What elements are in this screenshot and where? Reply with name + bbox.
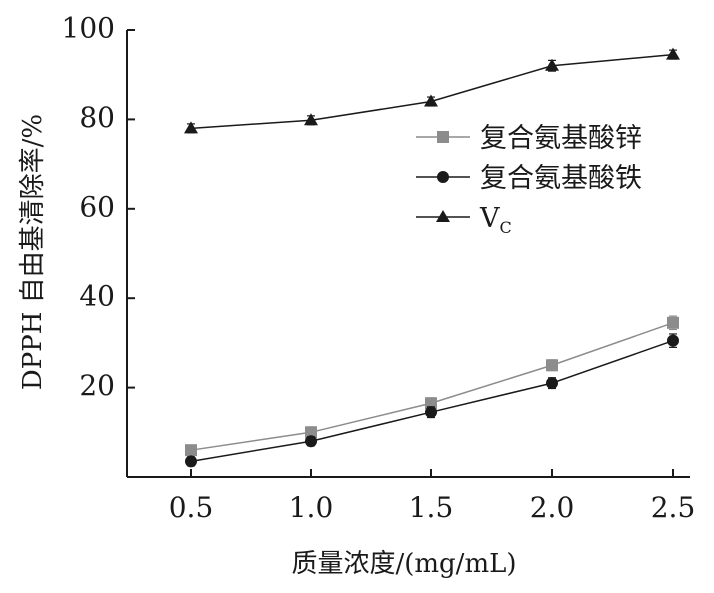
y-tick-label: 100 — [62, 12, 115, 45]
x-tick-label: 1.0 — [289, 491, 334, 524]
axes — [126, 30, 690, 478]
series-0 — [185, 315, 679, 457]
data-point-square — [305, 426, 317, 439]
x-tick-label: 2.5 — [651, 491, 696, 524]
series-layer — [184, 47, 680, 468]
data-point-square — [185, 444, 197, 457]
legend-marker-triangle — [436, 210, 450, 222]
x-tick-label: 0.5 — [169, 491, 214, 524]
series-line — [190, 53, 674, 130]
legend-item-vc: VC — [416, 203, 512, 237]
legend: 复合氨基酸锌 复合氨基酸铁 VC — [416, 123, 642, 237]
x-tick-label: 1.5 — [409, 491, 454, 524]
data-point-triangle — [666, 47, 680, 60]
y-ticks: 20 40 60 80 100 — [62, 12, 135, 402]
y-tick-label: 60 — [79, 190, 115, 223]
data-point-triangle — [304, 113, 318, 126]
data-point-circle — [185, 455, 197, 468]
data-point-triangle — [184, 121, 198, 134]
data-point-circle — [667, 334, 679, 347]
legend-label-vc-sub: C — [500, 218, 512, 237]
data-point-circle — [425, 406, 437, 419]
data-point-triangle — [424, 94, 438, 107]
data-point-circle — [546, 377, 558, 390]
x-axis-title: 质量浓度/(mg/mL) — [291, 549, 516, 579]
data-point-square — [667, 316, 679, 329]
legend-item-zinc: 复合氨基酸锌 — [416, 123, 642, 154]
data-point-circle — [305, 435, 317, 448]
x-tick-label: 2.0 — [530, 491, 575, 524]
legend-item-iron: 复合氨基酸铁 — [416, 163, 642, 194]
y-tick-label: 40 — [79, 280, 115, 313]
x-ticks: 0.5 1.0 1.5 2.0 2.5 — [169, 469, 696, 524]
series-2 — [184, 47, 680, 134]
y-tick-label: 80 — [79, 101, 115, 134]
legend-marker-square — [437, 131, 449, 143]
legend-marker-circle — [437, 171, 449, 183]
y-tick-label: 20 — [79, 369, 115, 402]
legend-label-zinc: 复合氨基酸锌 — [480, 123, 642, 154]
legend-label-vc: VC — [479, 203, 512, 237]
legend-label-iron: 复合氨基酸铁 — [480, 163, 642, 194]
y-axis-title: DPPH 自由基清除率/% — [18, 114, 48, 390]
data-point-square — [546, 359, 558, 372]
data-point-triangle — [545, 58, 559, 71]
legend-label-vc-main: V — [479, 203, 500, 234]
series-1 — [185, 333, 679, 468]
series-line — [190, 322, 674, 451]
